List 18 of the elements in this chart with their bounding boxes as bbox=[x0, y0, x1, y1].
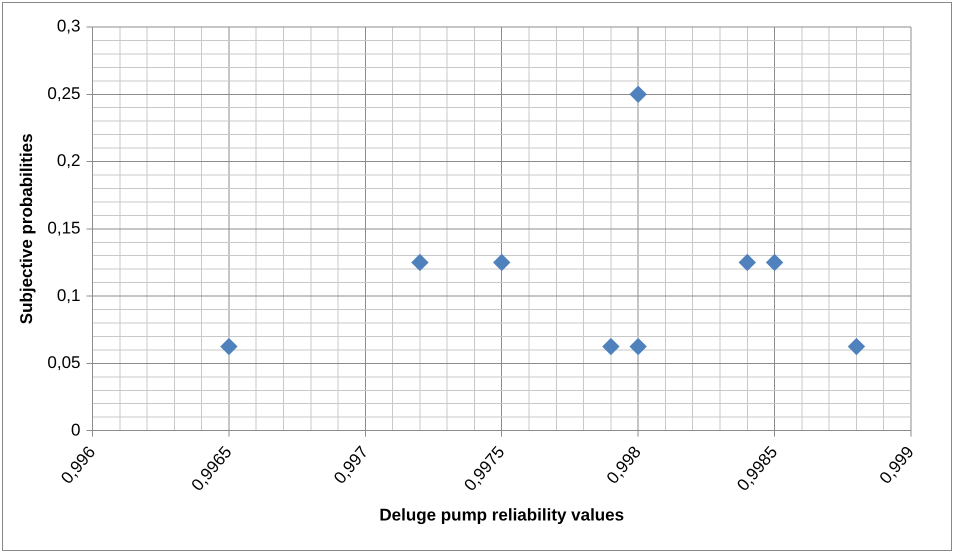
point bbox=[848, 338, 865, 356]
point bbox=[766, 254, 784, 271]
y-tick-label: 0,05 bbox=[47, 353, 80, 372]
point bbox=[630, 338, 647, 356]
x-axis-title: Deluge pump reliability values bbox=[379, 505, 624, 524]
y-axis-title: Subjective probabilities bbox=[16, 133, 36, 324]
y-tick-label: 0,25 bbox=[47, 84, 80, 103]
point bbox=[630, 86, 647, 103]
y-tick-label: 0,1 bbox=[56, 286, 80, 305]
point bbox=[738, 254, 756, 271]
y-tick-label: 0,15 bbox=[47, 218, 80, 238]
point bbox=[493, 254, 510, 271]
y-tick-label: 0,3 bbox=[56, 16, 80, 36]
point bbox=[411, 254, 428, 271]
y-tick-label: 0 bbox=[71, 420, 80, 440]
y-tick-label: 0,2 bbox=[56, 151, 80, 170]
point bbox=[602, 338, 620, 356]
point bbox=[220, 338, 238, 356]
